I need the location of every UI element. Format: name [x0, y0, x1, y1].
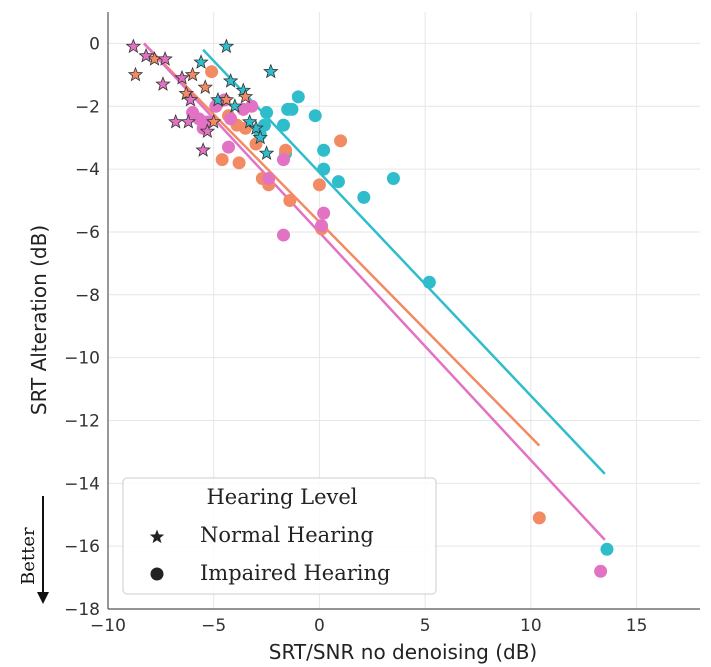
regression-lines: [143, 42, 606, 541]
data-point-normal: [195, 142, 211, 157]
data-point-normal: [222, 73, 239, 88]
legend: Hearing Level Normal Hearing Impaired He…: [122, 477, 437, 595]
data-point-normal: [125, 38, 142, 54]
x-tick-label: 5: [420, 616, 431, 636]
data-point-normal: [199, 123, 216, 138]
y-tick-label: −10: [64, 349, 100, 369]
data-point-impaired: [245, 99, 259, 113]
data-point-normal: [197, 79, 213, 94]
data-point-impaired: [386, 172, 400, 186]
data-point-impaired: [308, 109, 322, 123]
legend-star-marker: [149, 529, 165, 544]
y-tick-label: −6: [75, 223, 100, 243]
better-arrow-head: [37, 592, 49, 604]
data-point-normal: [138, 47, 154, 63]
y-tick-label: −12: [64, 411, 100, 431]
data-point-normal: [235, 82, 252, 98]
data-point-impaired: [357, 190, 371, 204]
x-tick-label: 0: [314, 616, 325, 636]
data-point-impaired: [262, 172, 276, 186]
data-point-normal: [155, 76, 171, 91]
data-point-normal: [127, 66, 144, 82]
data-point-normal: [178, 85, 194, 101]
data-point-normal: [180, 113, 197, 129]
data-point-normal: [193, 54, 209, 69]
data-point-impaired: [276, 118, 290, 132]
data-point-normal: [218, 38, 235, 54]
data-point-normal: [218, 91, 235, 107]
data-point-normal: [241, 113, 258, 129]
legend-box: [122, 477, 437, 595]
data-point-impaired: [317, 206, 331, 220]
data-point-impaired: [222, 140, 236, 154]
data-point-normal: [182, 91, 199, 107]
y-axis-title: SRT Alteration (dB): [27, 225, 51, 415]
data-point-impaired: [232, 156, 246, 170]
x-axis-title: SRT/SNR no denoising (dB): [269, 640, 537, 664]
data-point-impaired: [532, 511, 546, 525]
data-point-normal: [167, 113, 184, 129]
data-point-normal: [157, 51, 173, 66]
data-point-impaired: [260, 106, 274, 120]
data-point-normal: [252, 129, 268, 145]
data-point-impaired: [334, 134, 348, 148]
better-label: Better: [18, 527, 39, 585]
data-point-impaired: [331, 175, 345, 189]
y-tick-label: −8: [75, 286, 100, 306]
regression-line: [143, 42, 541, 447]
data-point-impaired: [315, 219, 329, 233]
data-points: [125, 38, 614, 578]
legend-circle-marker: [150, 567, 164, 581]
data-point-normal: [263, 63, 279, 79]
data-point-normal: [237, 88, 254, 104]
y-tick-label: −2: [75, 97, 100, 117]
data-point-impaired: [317, 162, 331, 176]
data-point-impaired: [205, 65, 219, 79]
legend-entry-normal-hearing: Normal Hearing: [200, 523, 374, 547]
data-point-impaired: [276, 228, 290, 242]
axes: −10 −5 0 5 10 15 0 −2 −4 −6 −8 −10 −12 −14 −16 −18: [64, 12, 700, 636]
y-tick-label: −14: [64, 474, 100, 494]
y-tick-label: −4: [75, 160, 100, 180]
data-point-impaired: [285, 102, 299, 116]
data-point-impaired: [224, 112, 238, 126]
data-point-impaired: [215, 153, 229, 167]
y-tick-label: −16: [64, 537, 100, 557]
y-tick-label: 0: [89, 34, 100, 54]
data-point-normal: [258, 145, 275, 160]
data-point-impaired: [283, 194, 297, 208]
x-tick-label: 15: [626, 616, 648, 636]
legend-title: Hearing Level: [206, 485, 357, 509]
legend-star-shape: [149, 529, 165, 544]
data-point-impaired: [317, 143, 331, 157]
data-point-normal: [206, 113, 222, 129]
data-point-impaired: [594, 564, 608, 578]
legend-entry-impaired-hearing: Impaired Hearing: [200, 561, 390, 585]
data-point-impaired: [291, 90, 305, 104]
data-point-impaired: [276, 153, 290, 167]
regression-line: [202, 48, 606, 475]
y-tick-label: −18: [64, 600, 100, 620]
data-point-normal: [184, 66, 201, 82]
x-tick-label: −10: [90, 616, 126, 636]
x-tick-label: −5: [201, 616, 226, 636]
data-point-impaired: [422, 275, 436, 289]
better-annotation: Better: [18, 496, 49, 604]
x-tick-label: 10: [520, 616, 542, 636]
data-point-impaired: [312, 178, 326, 192]
data-point-impaired: [600, 542, 614, 556]
data-point-normal: [174, 69, 190, 85]
regression-line: [143, 42, 606, 541]
